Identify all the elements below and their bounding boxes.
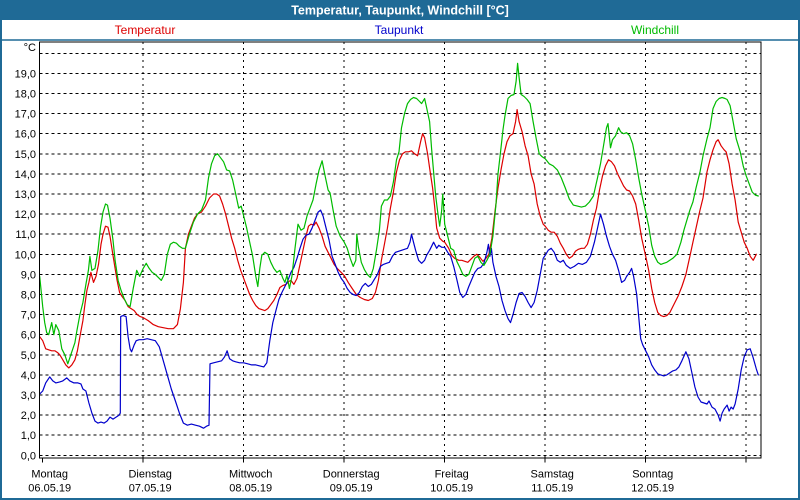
y-axis-tick-label: 6,0 bbox=[21, 330, 36, 342]
y-axis-tick-label: 3,0 bbox=[21, 390, 36, 402]
x-axis-day-date: 09.05.19 bbox=[330, 483, 373, 495]
x-axis-day-date: 08.05.19 bbox=[229, 483, 272, 495]
plot-border bbox=[39, 41, 762, 459]
y-axis-tick-label: 8,0 bbox=[21, 290, 36, 302]
y-axis-tick-label: 16,0 bbox=[15, 129, 36, 141]
x-axis-day-date: 11.05.19 bbox=[531, 483, 573, 495]
y-axis-tick-label: 5,0 bbox=[21, 350, 36, 362]
x-axis-day-date: 06.05.19 bbox=[28, 483, 71, 495]
y-axis-tick-label: 18,0 bbox=[15, 89, 36, 101]
x-axis-day-name: Mittwoch bbox=[229, 469, 272, 481]
series-line-windchill bbox=[39, 62, 759, 365]
x-axis-day-name: Dienstag bbox=[128, 469, 171, 481]
x-axis-day-date: 07.05.19 bbox=[129, 483, 172, 495]
y-axis-tick-label: 19,0 bbox=[15, 68, 36, 80]
legend-windchill: Windchill bbox=[631, 23, 679, 37]
y-axis-tick-label: 0,0 bbox=[21, 450, 36, 462]
series-line-temperatur bbox=[39, 109, 757, 369]
y-axis-tick-label: 17,0 bbox=[15, 109, 36, 121]
plot-area: 0,0 1,0 2,0 3,0 4,0 5,0 6,0 7,0 8,0 9,0 10,0 11,0 12… bbox=[15, 41, 762, 495]
x-axis-day-date: 10.05.19 bbox=[430, 483, 473, 495]
x-axis-day-name: Donnerstag bbox=[323, 469, 380, 481]
y-axis-tick-label: 1,0 bbox=[21, 430, 36, 442]
y-axis-tick-label: 4,0 bbox=[21, 370, 36, 382]
y-axis-tick-label: 14,0 bbox=[15, 169, 36, 181]
title-bar bbox=[0, 0, 800, 20]
series-line-taupunkt bbox=[39, 209, 759, 429]
legend-temperatur: Temperatur bbox=[115, 23, 176, 37]
x-axis-day-name: Freitag bbox=[435, 469, 469, 481]
legend-taupunkt: Taupunkt bbox=[375, 23, 424, 37]
y-axis-tick-label: 10,0 bbox=[15, 249, 36, 261]
y-axis-tick-label: 7,0 bbox=[21, 310, 36, 322]
y-axis-tick-label: 9,0 bbox=[21, 269, 36, 281]
y-axis-tick-label: 12,0 bbox=[15, 209, 36, 221]
y-axis-tick-label: 2,0 bbox=[21, 410, 36, 422]
x-axis-day-name: Montag bbox=[31, 469, 68, 481]
x-axis-day-name: Sonntag bbox=[632, 469, 673, 481]
y-axis-tick-label: 15,0 bbox=[15, 149, 36, 161]
y-axis-unit-label: °C bbox=[24, 42, 36, 54]
y-axis-tick-label: 13,0 bbox=[15, 189, 36, 201]
chart-title: Temperatur, Taupunkt, Windchill [°C] bbox=[291, 4, 509, 18]
x-axis-day-name: Samstag bbox=[530, 469, 573, 481]
y-axis-tick-label: 11,0 bbox=[15, 229, 36, 241]
x-axis-day-date: 12.05.19 bbox=[631, 483, 674, 495]
